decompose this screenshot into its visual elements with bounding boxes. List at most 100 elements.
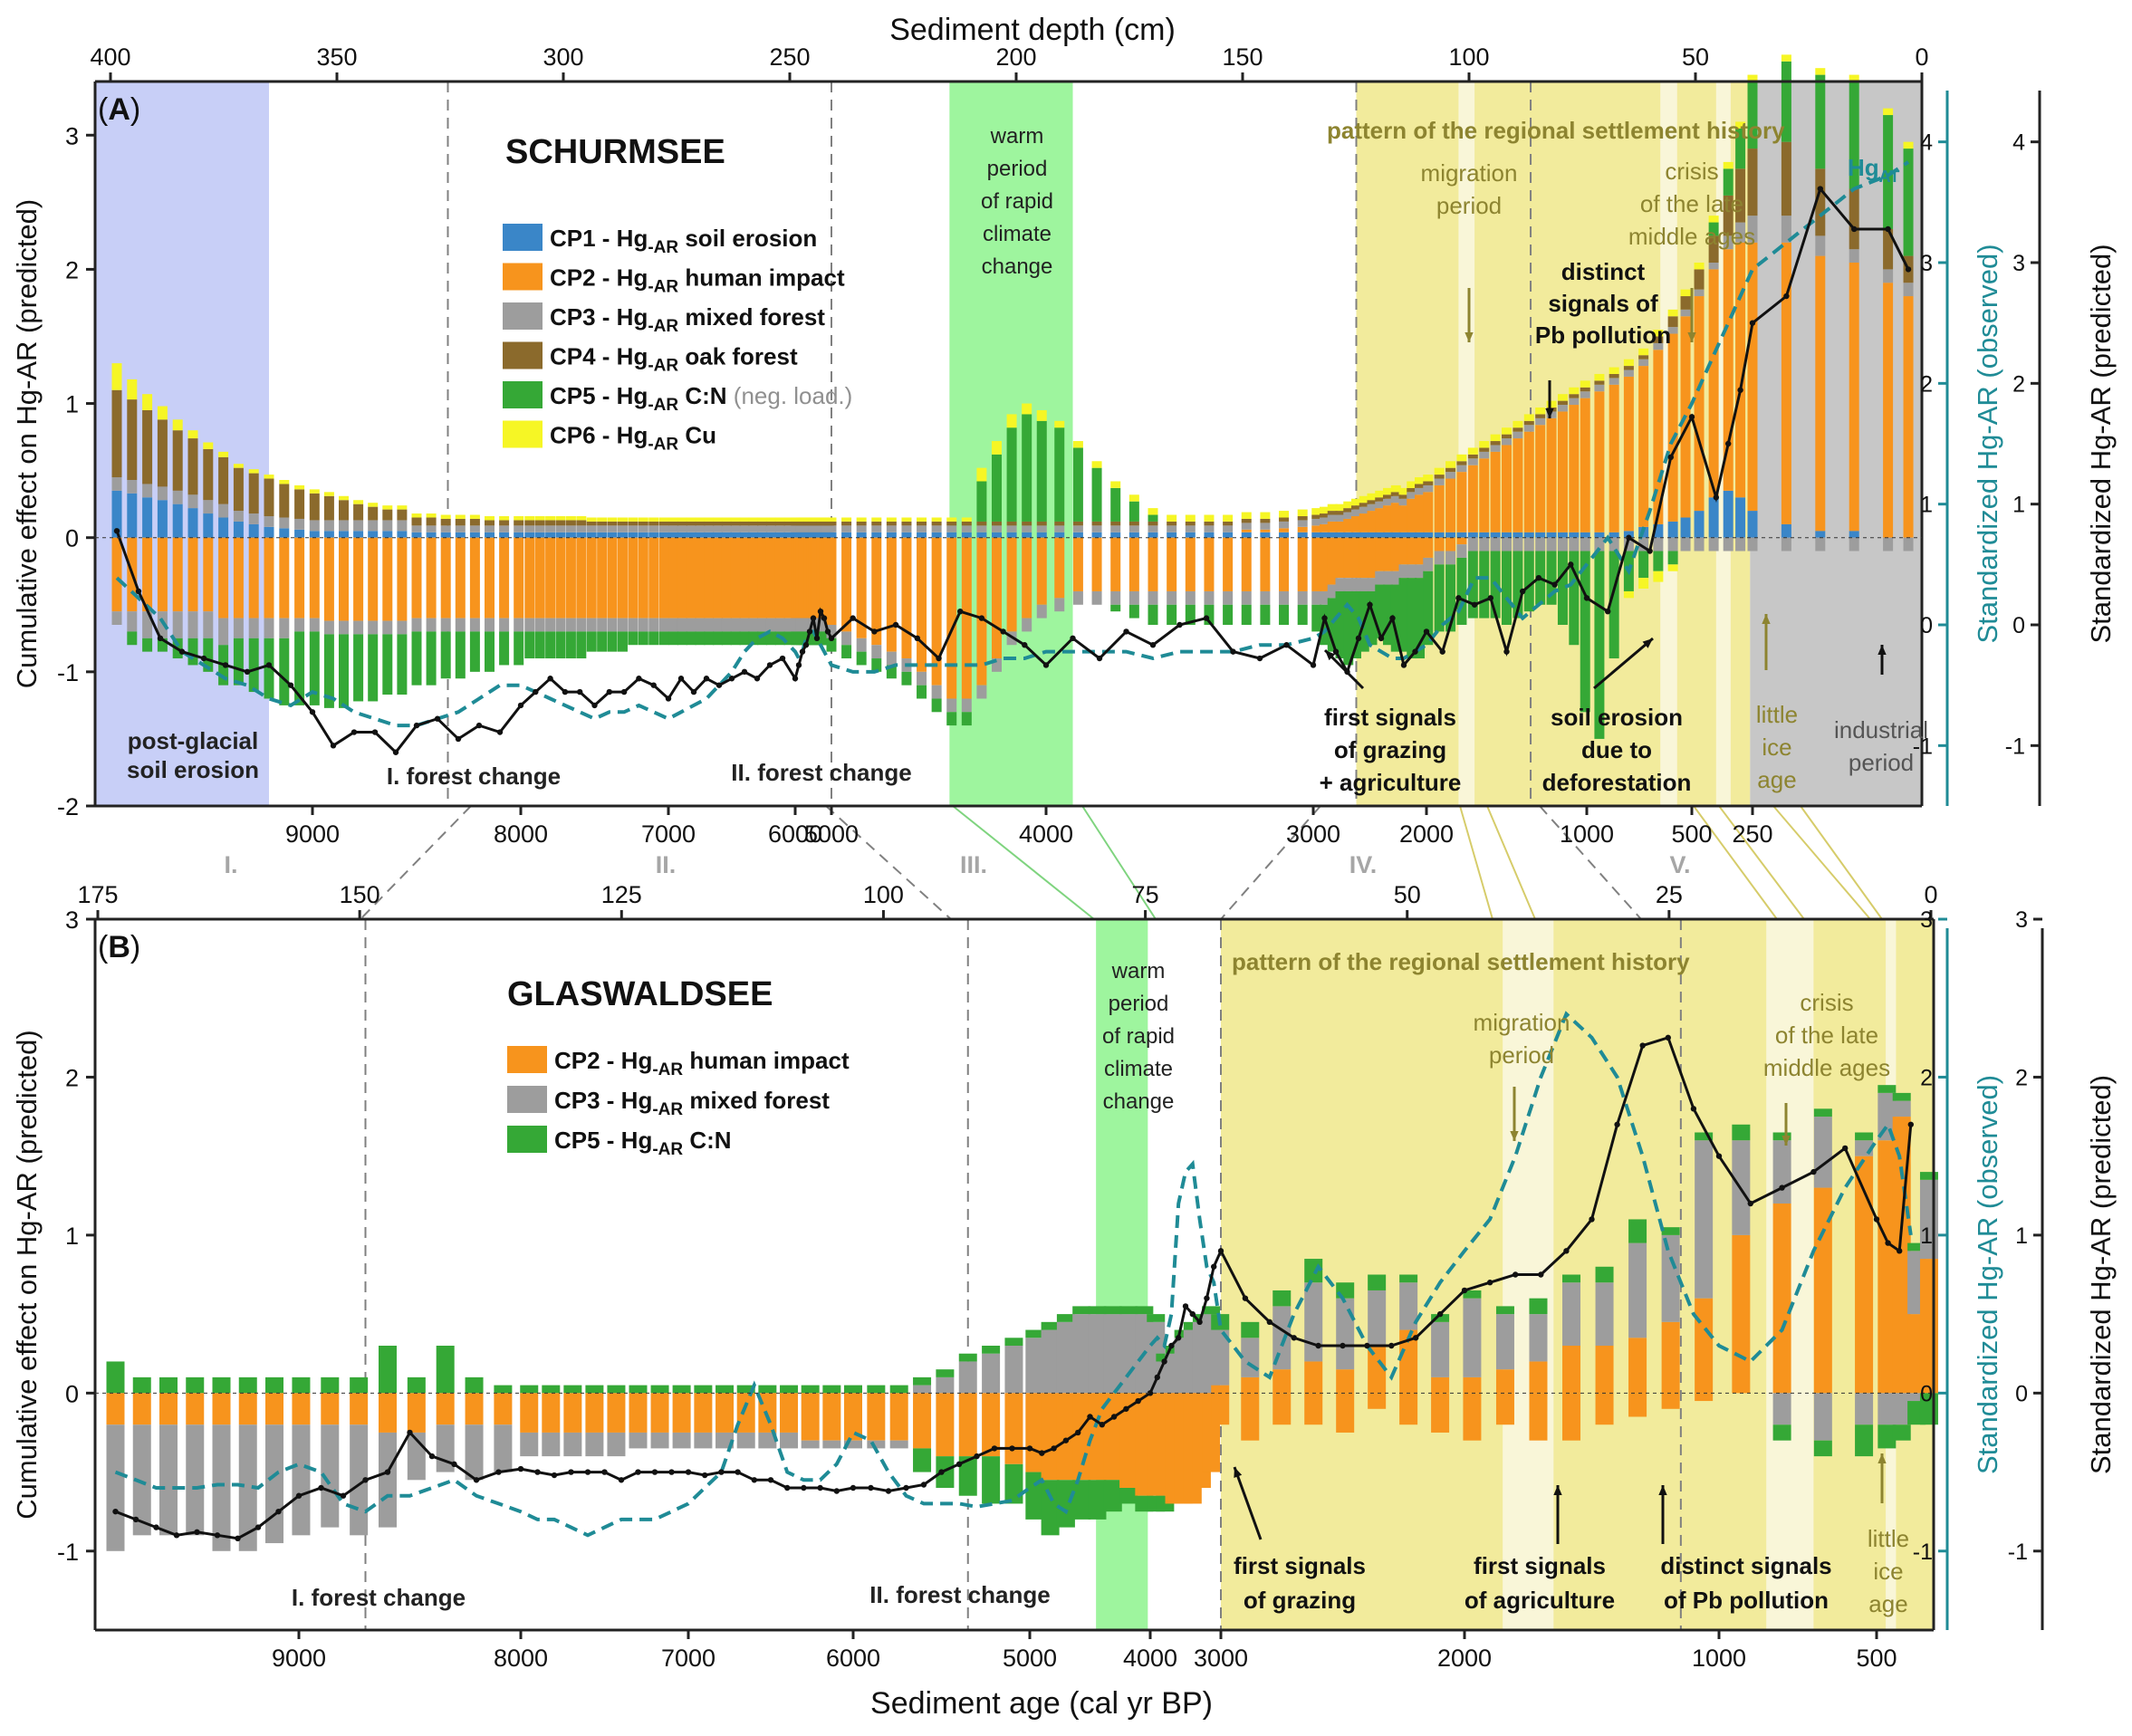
bar-cp5 [1513,551,1523,619]
predicted-point [1242,1295,1249,1301]
bar-cp2 [142,537,153,612]
bar-cp5 [658,631,669,646]
bar-cp3 [677,618,687,632]
grazing-label-line: first signals [1234,1552,1366,1579]
bar-cp5 [1335,590,1346,659]
bar-cp2 [1167,537,1177,591]
bar-cp6 [323,492,334,496]
bar-cp5 [1279,604,1290,625]
bar-cp4 [187,438,198,495]
bar-cp2 [1327,537,1338,585]
predicted-point [885,1488,892,1494]
crisis-label-line: of the late [1640,190,1743,217]
bar-cp3 [1594,384,1605,392]
grazing-label-line: of grazing [1334,736,1446,763]
bar-cp2 [638,537,648,619]
predicted-point [1378,635,1385,642]
bar-cp6 [1343,501,1354,509]
bar-cp1 [1054,532,1065,538]
y-tick-label: -1 [57,659,79,686]
bar-cp1 [1546,532,1557,538]
bar-cp3 [1892,1393,1911,1425]
bar-cp6 [1367,493,1378,501]
bar-cp4 [565,520,576,526]
bar-cp3 [514,525,524,532]
bar-cp1 [127,493,138,538]
bar-cp2 [111,537,122,612]
bar-cp6 [1415,477,1425,484]
bar-cp1 [1694,511,1705,538]
bar-cp5 [1653,551,1664,571]
predicted-point [1256,655,1263,662]
predicted-point [903,1484,909,1491]
bar-cp1 [856,532,867,538]
bar-cp3 [658,525,669,532]
depth-tick-label: 100 [863,881,904,908]
bar-cp1 [368,531,379,538]
bar-cp3 [127,611,138,632]
bar-cp5 [1903,149,1914,256]
bar-cp2 [628,537,639,619]
bar-cp1 [783,532,794,538]
bar-cp2 [159,1393,178,1425]
bar-cp4 [1148,521,1158,526]
bar-cp5 [1609,551,1619,659]
bar-cp4 [545,520,556,526]
bar-cp1 [565,532,576,538]
bar-cp5 [1919,1172,1938,1180]
bar-cp3 [844,1440,862,1449]
bar-cp2 [1272,1369,1292,1394]
bar-cp4 [931,521,942,526]
bar-cp2 [1546,417,1557,532]
bar-cp2 [1343,518,1354,532]
bar-cp2 [1399,1393,1418,1425]
predicted-point [135,588,142,595]
bar-cp2 [976,537,987,686]
bar-cp4 [1638,355,1649,360]
predicted-point [1436,1310,1444,1318]
bar-cp3 [1434,478,1445,485]
bar-cp1 [1708,497,1719,538]
bar-cp6 [1383,487,1393,495]
bar-cp5 [721,631,732,646]
predicted-point [547,676,553,682]
bar-cp2 [1623,376,1634,532]
bar-cp4 [628,521,639,526]
bar-cp5 [1434,564,1445,632]
bar-cp5 [1165,1346,1184,1354]
bar-cp3 [758,1432,777,1449]
bar-cp3 [1708,537,1719,551]
phase-label: II. [656,851,677,878]
observed-tick-label: 4 [1920,130,1933,156]
postglacial-label-line: post-glacial [128,727,258,754]
connector-line [1693,805,1778,920]
bar-cp3 [1415,487,1425,495]
predicted-point [153,1524,159,1530]
predicted-point [371,729,379,735]
bar-cp6 [1006,414,1017,428]
bar-cp2 [730,537,741,619]
bar-cp4 [1185,521,1196,526]
bar-cp3 [485,525,495,532]
bar-cp2 [309,537,320,619]
bar-cp2 [715,1393,735,1433]
bar-cp3 [294,618,305,632]
predicted-point [1749,320,1756,326]
bar-cp4 [1456,461,1467,465]
bar-cp5 [1781,61,1791,142]
bar-cp2 [1535,425,1546,532]
bar-cp1 [1204,532,1215,538]
bar-cp3 [1088,1314,1107,1394]
bar-cp3 [1320,590,1330,605]
predicted-point [802,642,810,648]
predicted-point [584,1469,591,1475]
bar-cp5 [1147,1314,1166,1322]
bar-cp3 [1383,498,1393,506]
bar-cp6 [157,406,168,420]
bar-cp3 [1311,590,1322,605]
bar-cp3 [748,525,759,532]
bar-cp2 [292,1393,311,1425]
bar-cp4 [1036,521,1047,526]
predicted-point [1147,1390,1154,1396]
legend-suffix: mixed forest [678,303,825,331]
